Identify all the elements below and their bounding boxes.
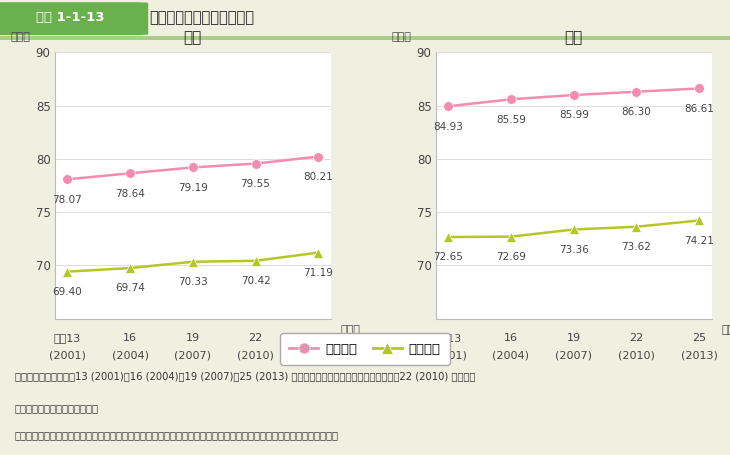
Text: 19: 19 — [566, 333, 581, 343]
Text: 78.64: 78.64 — [115, 188, 145, 198]
Text: (2013): (2013) — [300, 350, 337, 360]
Text: 22: 22 — [248, 333, 263, 343]
Text: 79.19: 79.19 — [178, 183, 208, 193]
Text: (2001): (2001) — [430, 350, 466, 360]
Text: 71.19: 71.19 — [304, 268, 333, 278]
Text: 70.33: 70.33 — [178, 277, 207, 287]
Title: 男性: 男性 — [184, 30, 202, 46]
Text: (2010): (2010) — [618, 350, 655, 360]
Text: 73.62: 73.62 — [621, 242, 651, 252]
Text: 16: 16 — [504, 333, 518, 343]
Text: (2004): (2004) — [493, 350, 529, 360]
Text: 74.21: 74.21 — [684, 236, 714, 246]
Text: 図表 1-1-13: 図表 1-1-13 — [36, 11, 104, 25]
Text: 69.74: 69.74 — [115, 283, 145, 293]
Text: 平成13: 平成13 — [54, 333, 81, 343]
Text: 84.93: 84.93 — [434, 121, 463, 131]
Text: (2004): (2004) — [112, 350, 148, 360]
Text: （年）: （年） — [721, 325, 730, 335]
Text: （年）: （年） — [391, 32, 412, 42]
Text: 78.07: 78.07 — [53, 195, 82, 205]
Text: 労働省「完全生命表」: 労働省「完全生命表」 — [15, 403, 99, 413]
Title: 女性: 女性 — [564, 30, 583, 46]
Text: 86.30: 86.30 — [621, 107, 651, 117]
Text: 73.36: 73.36 — [558, 245, 588, 255]
Text: 69.40: 69.40 — [53, 287, 82, 297]
Text: 85.99: 85.99 — [558, 110, 588, 120]
Text: 健康寿命：厚生労働科学研究費補助金「健康寿命における将来予測と生活習慣病対策の費用対効果に関する研究」: 健康寿命：厚生労働科学研究費補助金「健康寿命における将来予測と生活習慣病対策の費… — [15, 430, 339, 440]
Text: 健康寿命と平均寿命の推移: 健康寿命と平均寿命の推移 — [150, 10, 255, 25]
Text: 85.59: 85.59 — [496, 115, 526, 125]
Text: 16: 16 — [123, 333, 137, 343]
Legend: 平均寿命, 健康寿命: 平均寿命, 健康寿命 — [280, 334, 450, 365]
Text: 86.61: 86.61 — [684, 104, 714, 114]
Text: （年）: （年） — [340, 325, 360, 335]
Text: 資料：平均寿命：平成13 (2001)・16 (2004)・19 (2007)・25 (2013) 年は、厚生労働省「簡易生命表」、平成22 (2010) 年は: 資料：平均寿命：平成13 (2001)・16 (2004)・19 (2007)・… — [15, 371, 475, 381]
Text: (2010): (2010) — [237, 350, 274, 360]
Text: 平成13: 平成13 — [434, 333, 462, 343]
Text: 25: 25 — [692, 333, 706, 343]
Text: 72.65: 72.65 — [434, 253, 463, 263]
Text: 80.21: 80.21 — [304, 172, 333, 182]
Text: (2007): (2007) — [556, 350, 592, 360]
Text: 70.42: 70.42 — [241, 276, 270, 286]
Text: 19: 19 — [185, 333, 200, 343]
Text: 25: 25 — [311, 333, 326, 343]
Text: (2013): (2013) — [681, 350, 718, 360]
Text: 22: 22 — [629, 333, 644, 343]
Text: (2007): (2007) — [174, 350, 211, 360]
Text: 72.69: 72.69 — [496, 252, 526, 262]
Text: （年）: （年） — [10, 32, 31, 42]
Text: 79.55: 79.55 — [241, 179, 270, 189]
Text: (2001): (2001) — [49, 350, 85, 360]
FancyBboxPatch shape — [0, 2, 148, 35]
